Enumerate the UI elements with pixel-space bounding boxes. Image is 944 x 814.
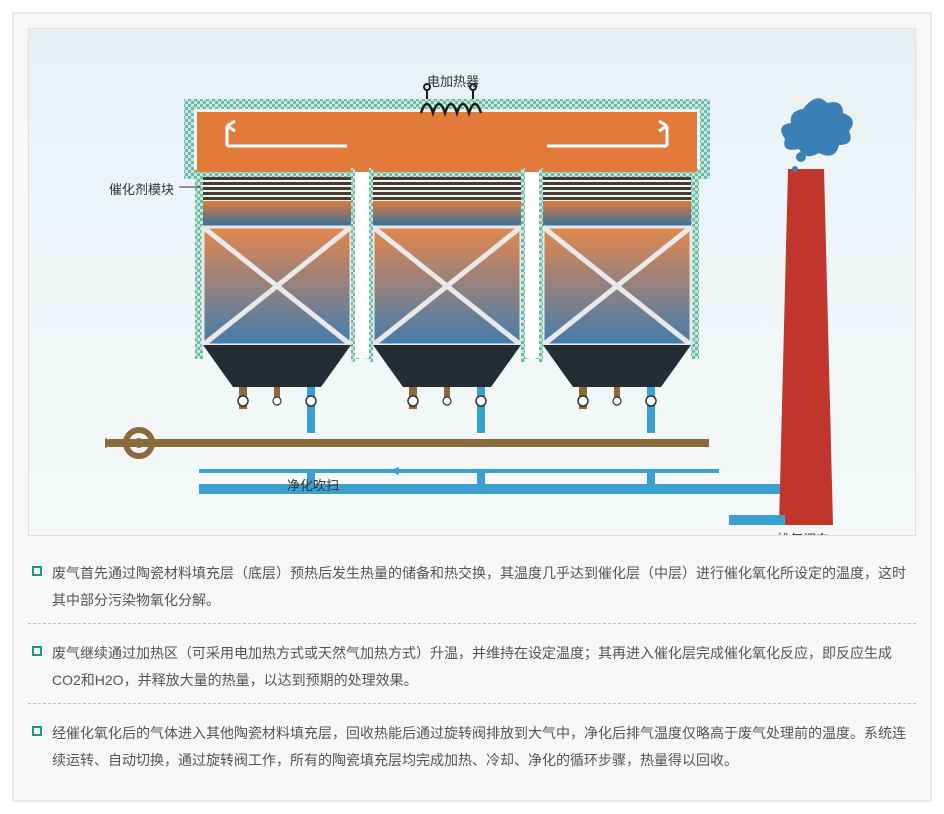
- process-diagram: 电加热器 催化剂模块 净化吹扫 排气烟囱: [28, 28, 916, 536]
- description-list: 废气首先通过陶瓷材料填充层（底层）预热后发生热量的储备和热交换，其温度几乎达到催…: [28, 554, 916, 784]
- label-catalyst: 催化剂模块: [109, 179, 174, 198]
- bullet-icon: [32, 726, 42, 736]
- bullet-icon: [32, 566, 42, 576]
- bullet-text: 废气首先通过陶瓷材料填充层（底层）预热后发生热量的储备和热交换，其温度几乎达到催…: [52, 560, 912, 613]
- list-item: 经催化氧化后的气体进入其他陶瓷材料填充层，回收热能后通过旋转阀排放到大气中，净化…: [28, 714, 916, 783]
- bullet-text: 废气继续通过加热区（可采用电加热方式或天然气加热方式）升温，并维持在设定温度；其…: [52, 640, 912, 693]
- list-item: 废气继续通过加热区（可采用电加热方式或天然气加热方式）升温，并维持在设定温度；其…: [28, 634, 916, 704]
- label-stack: 排气烟囱: [777, 529, 829, 536]
- list-item: 废气首先通过陶瓷材料填充层（底层）预热后发生热量的储备和热交换，其温度几乎达到催…: [28, 554, 916, 624]
- label-purge: 净化吹扫: [287, 475, 339, 494]
- content-card: 电加热器 催化剂模块 净化吹扫 排气烟囱 废气首先通过陶瓷材料填充层（底层）预热…: [12, 12, 932, 802]
- bullet-icon: [32, 646, 42, 656]
- diagram-svg: [29, 29, 899, 536]
- label-heater: 电加热器: [427, 71, 479, 90]
- bullet-text: 经催化氧化后的气体进入其他陶瓷材料填充层，回收热能后通过旋转阀排放到大气中，净化…: [52, 720, 912, 773]
